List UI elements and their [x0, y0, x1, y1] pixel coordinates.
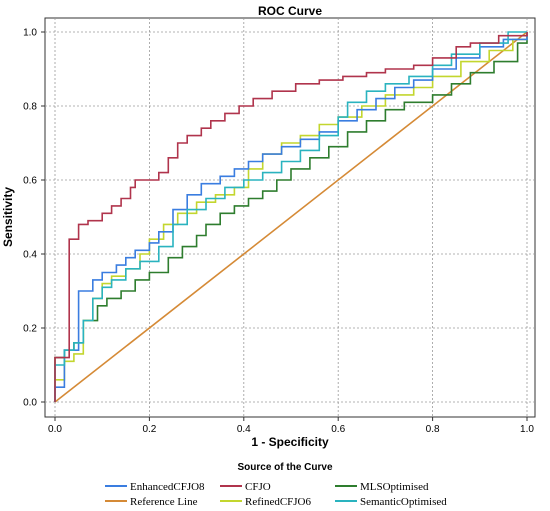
legend-item: Reference Line — [105, 496, 198, 508]
legend-label: Reference Line — [130, 496, 198, 508]
legend-item: SemanticOptimised — [335, 496, 447, 508]
series-line-enhanced-cfjo8 — [54, 32, 528, 402]
x-tick-label: 0.6 — [331, 424, 345, 435]
legend-label: MLSOptimised — [360, 481, 429, 493]
y-tick-label: 0.6 — [23, 176, 37, 187]
legend-label: SemanticOptimised — [360, 496, 447, 508]
legend-item: MLSOptimised — [335, 481, 429, 493]
legend-item: CFJO — [220, 481, 271, 493]
y-tick-label: 1.0 — [23, 28, 37, 39]
x-tick-label: 0.0 — [48, 424, 62, 435]
y-tick-label: 0.4 — [23, 250, 37, 261]
series-line-semantic-optimised — [54, 31, 527, 402]
y-tick-label: 0.8 — [23, 102, 37, 113]
series-lines — [54, 31, 528, 403]
legend-item: EnhancedCFJO8 — [105, 481, 205, 493]
series-line-cfjo — [54, 32, 528, 402]
y-tick-label: 0.0 — [23, 398, 37, 409]
x-tick-label: 0.2 — [142, 424, 156, 435]
series-line-reference-line — [54, 31, 528, 403]
legend-label: CFJO — [245, 481, 271, 493]
plot-border — [44, 17, 536, 418]
x-axis-title: 1 - Specificity — [251, 435, 329, 449]
series-line-mlsoptimised — [54, 32, 528, 402]
y-axis-ticks: 0.0 0.2 0.4 0.6 0.8 1.0 — [23, 28, 45, 409]
plot-frame — [44, 17, 536, 418]
x-tick-label: 0.4 — [237, 424, 251, 435]
x-tick-label: 0.8 — [426, 424, 440, 435]
legend: EnhancedCFJO8 CFJO MLSOptimised Reference L… — [105, 481, 447, 508]
x-tick-label: 1.0 — [520, 424, 534, 435]
y-tick-label: 0.2 — [23, 324, 37, 335]
legend-label: EnhancedCFJO8 — [130, 481, 205, 493]
chart-title: ROC Curve — [258, 4, 322, 18]
x-axis-ticks: 0.0 0.2 0.4 0.6 0.8 1.0 — [48, 417, 534, 435]
legend-item: RefinedCFJO6 — [220, 496, 312, 508]
legend-label: RefinedCFJO6 — [245, 496, 312, 508]
legend-title: Source of the Curve — [237, 462, 332, 473]
y-axis-title: Sensitivity — [1, 187, 15, 247]
